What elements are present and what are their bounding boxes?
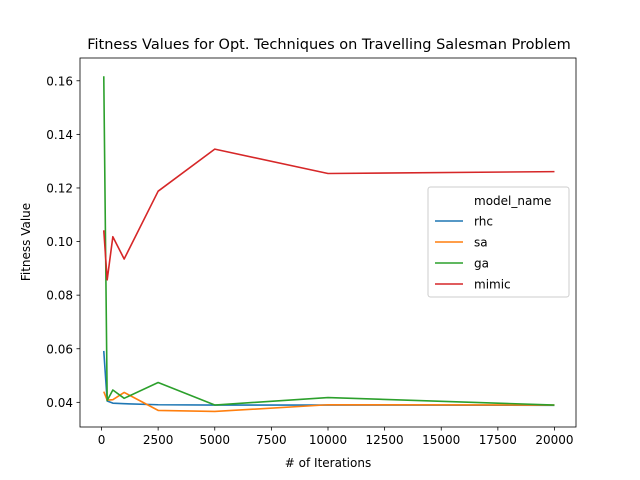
legend-label-rhc: rhc: [474, 215, 493, 229]
y-axis: 0.04 0.06 0.08 0.10 0.12 0.14 0.16: [46, 74, 80, 410]
x-axis-title: # of Iterations: [285, 456, 371, 470]
legend[interactable]: model_name rhc sa ga mimic: [427, 186, 570, 298]
x-tick-label: 7500: [256, 433, 287, 447]
series-line-rhc: [102, 350, 555, 407]
y-tick-label: 0.12: [46, 181, 73, 195]
y-tick-label: 0.16: [46, 74, 73, 88]
legend-box: [427, 186, 570, 298]
x-axis: 0 2500 5000 7500 10000 12500 15000 17500 20000: [98, 427, 574, 447]
y-tick-label: 0.06: [46, 342, 73, 356]
series-line-mimic: [102, 148, 555, 281]
x-tick-label: 17500: [479, 433, 517, 447]
y-tick-label: 0.08: [46, 289, 73, 303]
legend-label-ga: ga: [474, 257, 489, 271]
y-axis-title: Fitness Value: [19, 203, 33, 281]
legend-items: rhc sa ga mimic: [435, 215, 511, 292]
y-tick-label: 0.04: [46, 396, 73, 410]
series-line-sa: [103, 391, 555, 413]
y-tick-label: 0.10: [46, 235, 73, 249]
x-tick-label: 10000: [309, 433, 347, 447]
x-tick-label: 15000: [422, 433, 460, 447]
legend-label-mimic: mimic: [474, 278, 511, 292]
legend-title: model_name: [474, 194, 551, 208]
series-layer: [102, 76, 555, 413]
x-tick-label: 20000: [535, 433, 573, 447]
chart-title: Fitness Values for Opt. Techniques on Tr…: [87, 37, 571, 53]
series-line-ga: [102, 76, 555, 406]
x-tick-label: 2500: [143, 433, 174, 447]
x-tick-label: 12500: [366, 433, 404, 447]
y-tick-label: 0.14: [46, 128, 73, 142]
x-tick-label: 5000: [199, 433, 230, 447]
x-tick-label: 0: [98, 433, 106, 447]
legend-label-sa: sa: [474, 236, 488, 250]
